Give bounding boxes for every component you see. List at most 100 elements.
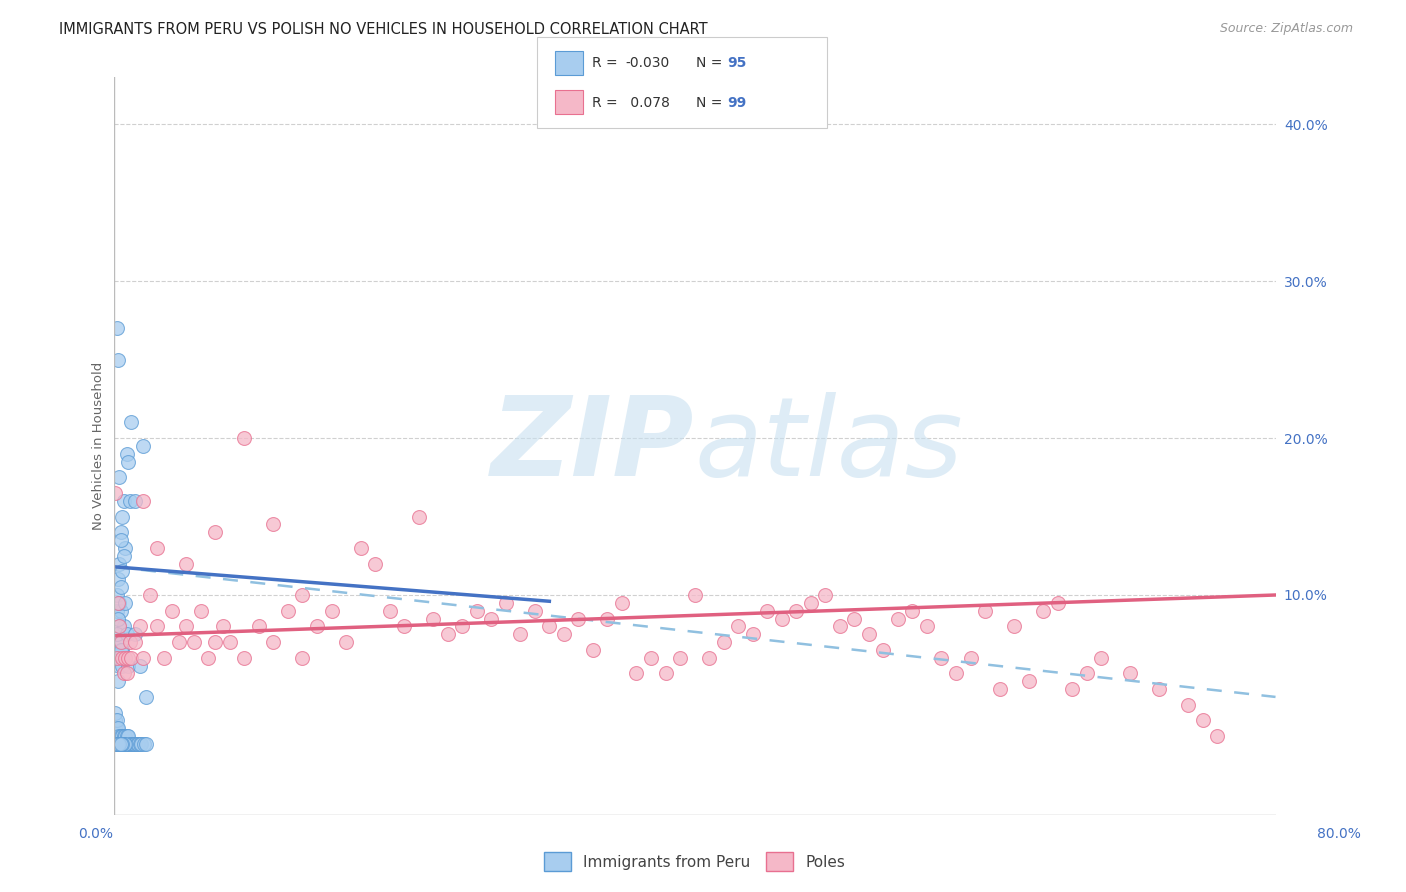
Text: 0.078: 0.078 bbox=[626, 95, 669, 110]
Point bbox=[115, 447, 138, 461]
Point bbox=[1177, 698, 1199, 712]
Point bbox=[112, 729, 135, 743]
Point bbox=[756, 604, 779, 618]
Point bbox=[160, 604, 183, 618]
Point bbox=[105, 650, 128, 665]
Point bbox=[844, 611, 866, 625]
Point bbox=[108, 737, 131, 751]
Point bbox=[108, 737, 131, 751]
Point bbox=[110, 737, 132, 751]
Point bbox=[174, 557, 197, 571]
Text: 99: 99 bbox=[727, 95, 747, 110]
Point bbox=[183, 635, 205, 649]
Point bbox=[112, 737, 135, 751]
Point bbox=[105, 650, 128, 665]
Text: 0.0%: 0.0% bbox=[79, 828, 112, 841]
Point bbox=[117, 455, 139, 469]
Point bbox=[800, 596, 823, 610]
Point bbox=[120, 650, 142, 665]
Point bbox=[115, 737, 138, 751]
Point bbox=[1149, 682, 1171, 697]
Point bbox=[114, 596, 136, 610]
Point bbox=[146, 619, 169, 633]
Point bbox=[108, 596, 131, 610]
Point bbox=[114, 650, 136, 665]
Text: 80.0%: 80.0% bbox=[1316, 828, 1361, 841]
Point bbox=[814, 588, 837, 602]
Point bbox=[422, 611, 444, 625]
Point bbox=[553, 627, 575, 641]
Point bbox=[110, 737, 132, 751]
Point bbox=[596, 611, 619, 625]
Point bbox=[108, 737, 131, 751]
Point bbox=[305, 619, 328, 633]
Point bbox=[124, 494, 146, 508]
Point bbox=[115, 729, 138, 743]
Point bbox=[538, 619, 561, 633]
Point bbox=[129, 737, 152, 751]
Point bbox=[108, 470, 131, 484]
Text: N =: N = bbox=[696, 56, 727, 70]
Point bbox=[233, 650, 256, 665]
Point bbox=[111, 565, 134, 579]
Point bbox=[124, 737, 146, 751]
Point bbox=[105, 737, 128, 751]
Point bbox=[1192, 714, 1215, 728]
Point bbox=[132, 494, 155, 508]
Point bbox=[127, 737, 149, 751]
Point bbox=[111, 737, 134, 751]
Point bbox=[108, 619, 131, 633]
Point bbox=[945, 666, 967, 681]
Point bbox=[153, 650, 176, 665]
Point bbox=[108, 619, 131, 633]
Point bbox=[1119, 666, 1142, 681]
Point bbox=[291, 650, 314, 665]
Point bbox=[114, 541, 136, 555]
Point bbox=[959, 650, 981, 665]
Point bbox=[105, 604, 128, 618]
Point bbox=[107, 611, 129, 625]
Point bbox=[135, 737, 157, 751]
Point bbox=[108, 737, 131, 751]
Point bbox=[887, 611, 910, 625]
Point bbox=[741, 627, 763, 641]
Text: Source: ZipAtlas.com: Source: ZipAtlas.com bbox=[1219, 22, 1353, 36]
Point bbox=[465, 604, 488, 618]
Point bbox=[128, 737, 150, 751]
Point bbox=[974, 604, 997, 618]
Point bbox=[107, 674, 129, 689]
Point bbox=[111, 737, 134, 751]
Point bbox=[107, 729, 129, 743]
Point bbox=[112, 737, 135, 751]
Point bbox=[134, 737, 156, 751]
Text: R =: R = bbox=[592, 56, 621, 70]
Point bbox=[124, 627, 146, 641]
Point bbox=[132, 439, 155, 453]
Point bbox=[105, 721, 128, 735]
Text: R =: R = bbox=[592, 95, 626, 110]
Point bbox=[107, 737, 129, 751]
Point bbox=[1090, 650, 1112, 665]
Point bbox=[1076, 666, 1098, 681]
Point bbox=[107, 721, 129, 735]
Point bbox=[654, 666, 676, 681]
Point bbox=[479, 611, 502, 625]
Point bbox=[110, 525, 132, 540]
Point bbox=[582, 643, 605, 657]
Point bbox=[111, 643, 134, 657]
Point bbox=[174, 619, 197, 633]
Point bbox=[262, 517, 284, 532]
Point bbox=[146, 541, 169, 555]
Point bbox=[107, 596, 129, 610]
Point bbox=[121, 737, 143, 751]
Point bbox=[128, 658, 150, 673]
Point bbox=[112, 494, 135, 508]
Point bbox=[915, 619, 938, 633]
Point bbox=[110, 737, 132, 751]
Point bbox=[509, 627, 531, 641]
Point bbox=[988, 682, 1011, 697]
Point bbox=[451, 619, 474, 633]
Point bbox=[828, 619, 851, 633]
Text: ZIP: ZIP bbox=[491, 392, 695, 500]
Point bbox=[335, 635, 357, 649]
